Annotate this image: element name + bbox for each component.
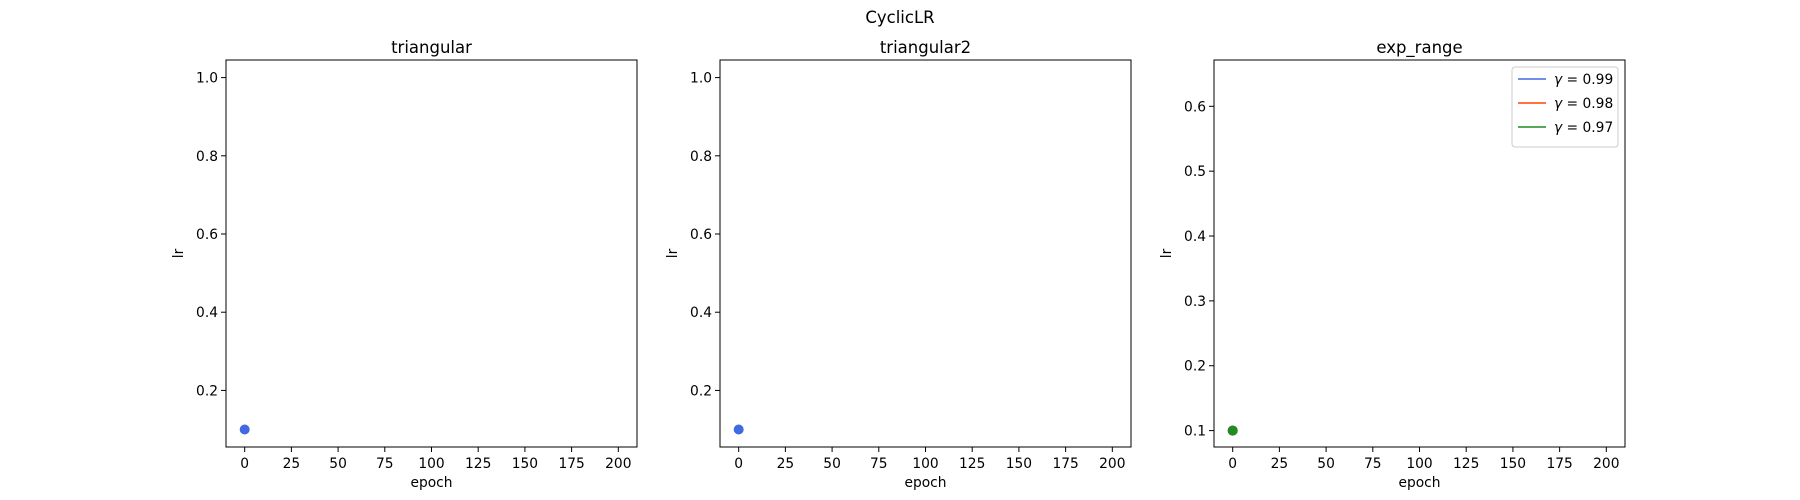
x-tick-label: 200 bbox=[605, 456, 631, 472]
legend-label: γ = 0.98 bbox=[1554, 96, 1613, 112]
x-tick-label: 100 bbox=[1406, 456, 1432, 472]
y-tick-label: 0.4 bbox=[196, 305, 218, 321]
y-tick-label: 0.6 bbox=[1184, 99, 1206, 115]
x-tick-label: 25 bbox=[283, 456, 301, 472]
legend-value: = 0.97 bbox=[1562, 120, 1613, 136]
x-tick-label: 0 bbox=[1228, 456, 1237, 472]
legend-label: γ = 0.97 bbox=[1554, 120, 1613, 136]
subplot-title: exp_range bbox=[1376, 38, 1462, 58]
x-tick-label: 200 bbox=[1593, 456, 1619, 472]
subplot-title: triangular bbox=[391, 38, 472, 57]
y-tick-label: 0.2 bbox=[196, 383, 218, 399]
y-tick-label: 1.0 bbox=[196, 71, 218, 87]
x-axis-label: epoch bbox=[410, 475, 452, 491]
x-tick-label: 25 bbox=[1271, 456, 1289, 472]
subplot-1: triangular 0 25 50 75 100 125 150 175 200 0.2 0.4 0.… bbox=[171, 38, 638, 491]
legend: γ = 0.99γ = 0.98γ = 0.97 bbox=[1511, 66, 1619, 148]
x-tick-label: 50 bbox=[1317, 456, 1335, 472]
x-tick-label: 150 bbox=[512, 456, 538, 472]
axes-frame bbox=[1213, 59, 1626, 448]
data-point bbox=[733, 424, 744, 435]
x-tick-label: 0 bbox=[240, 456, 249, 472]
y-tick-label: 0.4 bbox=[690, 305, 712, 321]
y-tick-label: 0.8 bbox=[690, 149, 712, 165]
x-tick-label: 175 bbox=[1052, 456, 1078, 472]
y-tick-label: 0.5 bbox=[1184, 164, 1206, 180]
y-tick-label: 0.3 bbox=[1184, 294, 1206, 310]
figure-suptitle: CyclicLR bbox=[865, 8, 934, 27]
x-tick-label: 100 bbox=[418, 456, 444, 472]
x-tick-label: 175 bbox=[558, 456, 584, 472]
x-tick-label: 50 bbox=[823, 456, 841, 472]
x-tick-label: 200 bbox=[1099, 456, 1125, 472]
y-axis-label: lr bbox=[665, 248, 681, 258]
x-tick-label: 75 bbox=[1364, 456, 1382, 472]
y-tick-label: 0.6 bbox=[690, 227, 712, 243]
x-axis-label: epoch bbox=[904, 475, 946, 491]
legend-gamma-symbol: γ bbox=[1554, 72, 1563, 88]
x-tick-label: 125 bbox=[1453, 456, 1479, 472]
subplot-panels: triangular 0 25 50 75 100 125 150 175 200 0.2 0.4 0.… bbox=[171, 38, 1626, 491]
y-tick-label: 1.0 bbox=[690, 71, 712, 87]
y-tick-label: 0.8 bbox=[196, 149, 218, 165]
x-tick-label: 175 bbox=[1546, 456, 1572, 472]
y-tick-label: 0.6 bbox=[196, 227, 218, 243]
legend-label: γ = 0.99 bbox=[1554, 72, 1613, 88]
legend-value: = 0.99 bbox=[1562, 72, 1613, 88]
data-point bbox=[1227, 425, 1238, 436]
y-tick-label: 0.2 bbox=[1184, 359, 1206, 375]
legend-gamma-symbol: γ bbox=[1554, 96, 1563, 112]
legend-value: = 0.98 bbox=[1562, 96, 1613, 112]
subplot-title: triangular2 bbox=[880, 38, 971, 57]
y-axis-label: lr bbox=[171, 248, 187, 258]
x-axis-label: epoch bbox=[1398, 475, 1440, 491]
axes-frame bbox=[719, 59, 1132, 448]
x-tick-label: 150 bbox=[1006, 456, 1032, 472]
x-tick-label: 75 bbox=[376, 456, 394, 472]
subplot-3: exp_range 0 25 50 75 100 125 150 175 200 0.1 0.2 0.3… bbox=[1159, 38, 1626, 491]
y-tick-label: 0.1 bbox=[1184, 424, 1206, 440]
data-point bbox=[239, 424, 250, 435]
y-tick-label: 0.4 bbox=[1184, 229, 1206, 245]
axes-frame bbox=[225, 59, 638, 448]
y-axis-label: lr bbox=[1159, 248, 1175, 258]
x-tick-label: 125 bbox=[959, 456, 985, 472]
x-tick-label: 100 bbox=[912, 456, 938, 472]
x-tick-label: 0 bbox=[734, 456, 743, 472]
x-tick-label: 50 bbox=[329, 456, 347, 472]
x-tick-label: 25 bbox=[777, 456, 795, 472]
y-tick-label: 0.2 bbox=[690, 383, 712, 399]
x-tick-label: 150 bbox=[1500, 456, 1526, 472]
x-tick-label: 75 bbox=[870, 456, 888, 472]
subplot-2: triangular2 0 25 50 75 100 125 150 175 200 0.2 0.4 0… bbox=[665, 38, 1132, 491]
legend-gamma-symbol: γ bbox=[1554, 120, 1563, 136]
x-tick-label: 125 bbox=[465, 456, 491, 472]
